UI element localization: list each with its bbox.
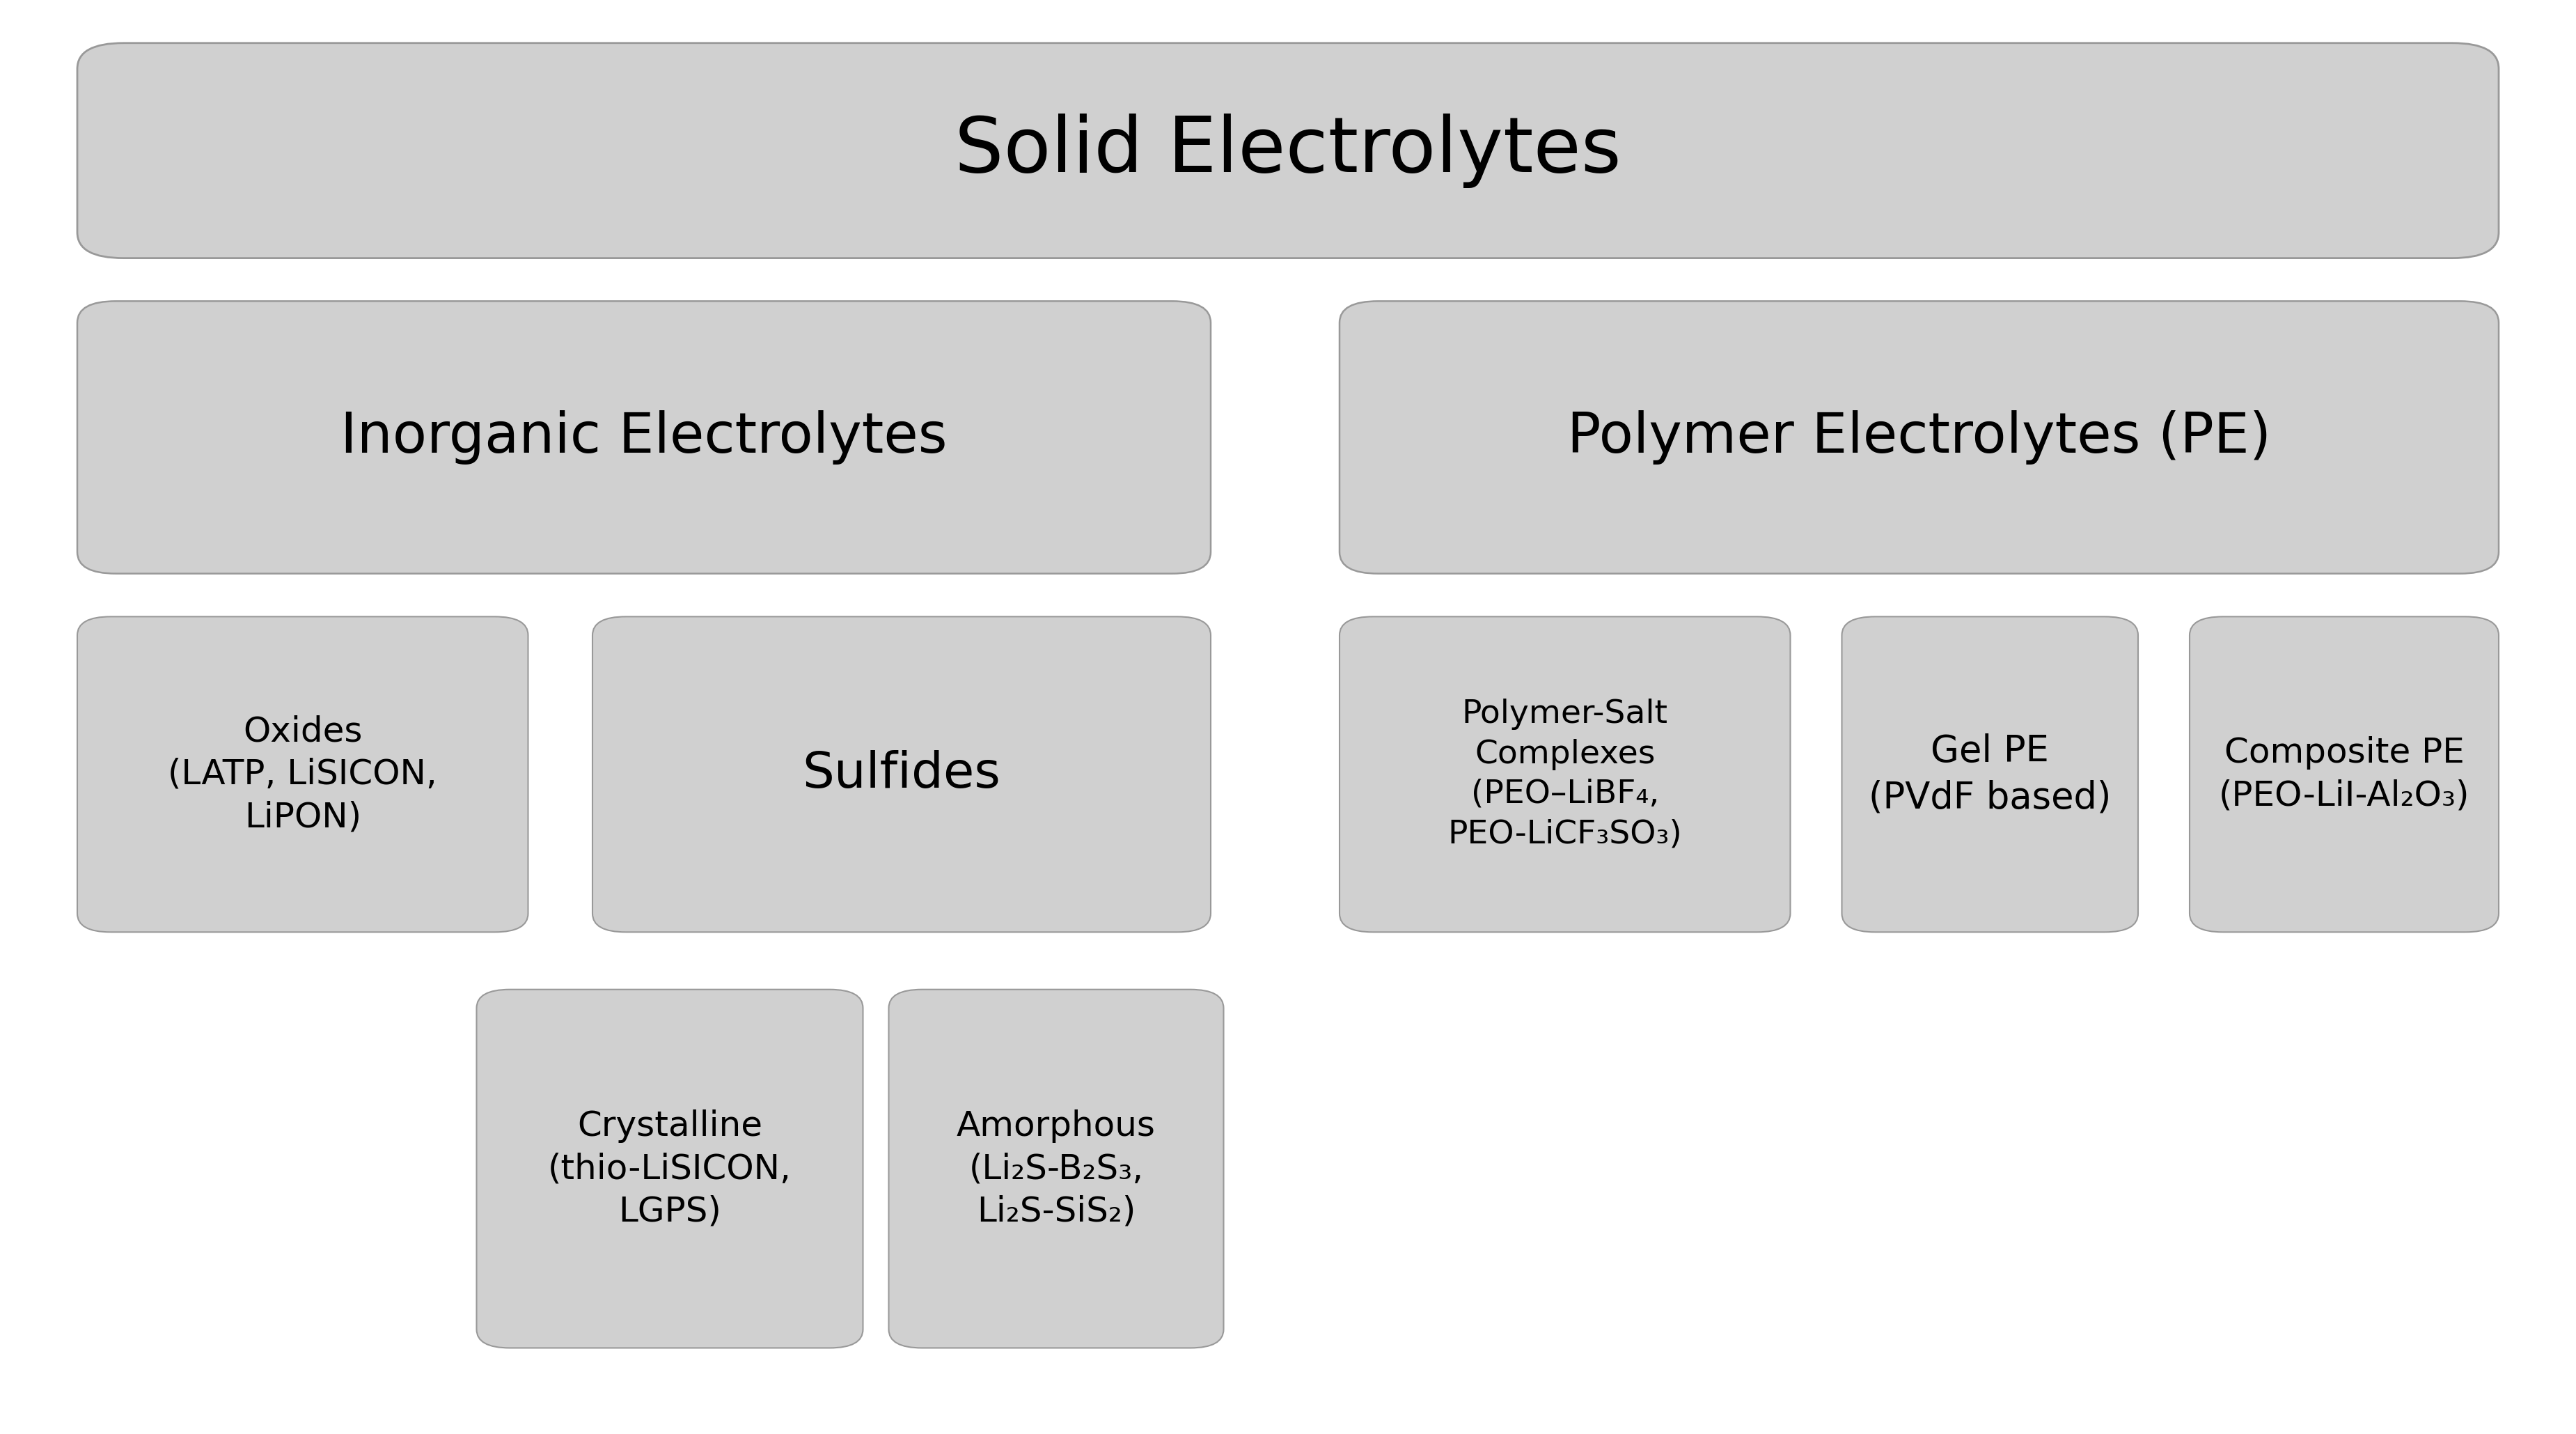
Text: Solid Electrolytes: Solid Electrolytes (956, 113, 1620, 188)
Text: Composite PE
(PEO-LiI-Al₂O₃): Composite PE (PEO-LiI-Al₂O₃) (2218, 736, 2470, 813)
FancyBboxPatch shape (1842, 617, 2138, 932)
Text: Sulfides: Sulfides (804, 750, 999, 799)
FancyBboxPatch shape (592, 617, 1211, 932)
Text: Oxides
(LATP, LiSICON,
LiPON): Oxides (LATP, LiSICON, LiPON) (167, 716, 438, 833)
FancyBboxPatch shape (889, 989, 1224, 1348)
FancyBboxPatch shape (77, 301, 1211, 574)
FancyBboxPatch shape (77, 43, 2499, 258)
FancyBboxPatch shape (77, 617, 528, 932)
Text: Inorganic Electrolytes: Inorganic Electrolytes (340, 410, 948, 465)
FancyBboxPatch shape (477, 989, 863, 1348)
Text: Polymer Electrolytes (PE): Polymer Electrolytes (PE) (1566, 410, 2272, 465)
Text: Gel PE
(PVdF based): Gel PE (PVdF based) (1868, 733, 2112, 816)
Text: Crystalline
(thio-LiSICON,
LGPS): Crystalline (thio-LiSICON, LGPS) (549, 1110, 791, 1228)
FancyBboxPatch shape (1340, 301, 2499, 574)
Text: Amorphous
(Li₂S-B₂S₃,
Li₂S-SiS₂): Amorphous (Li₂S-B₂S₃, Li₂S-SiS₂) (956, 1110, 1157, 1228)
FancyBboxPatch shape (2190, 617, 2499, 932)
FancyBboxPatch shape (1340, 617, 1790, 932)
Text: Polymer-Salt
Complexes
(PEO–LiBF₄,
PEO-LiCF₃SO₃): Polymer-Salt Complexes (PEO–LiBF₄, PEO-L… (1448, 698, 1682, 850)
